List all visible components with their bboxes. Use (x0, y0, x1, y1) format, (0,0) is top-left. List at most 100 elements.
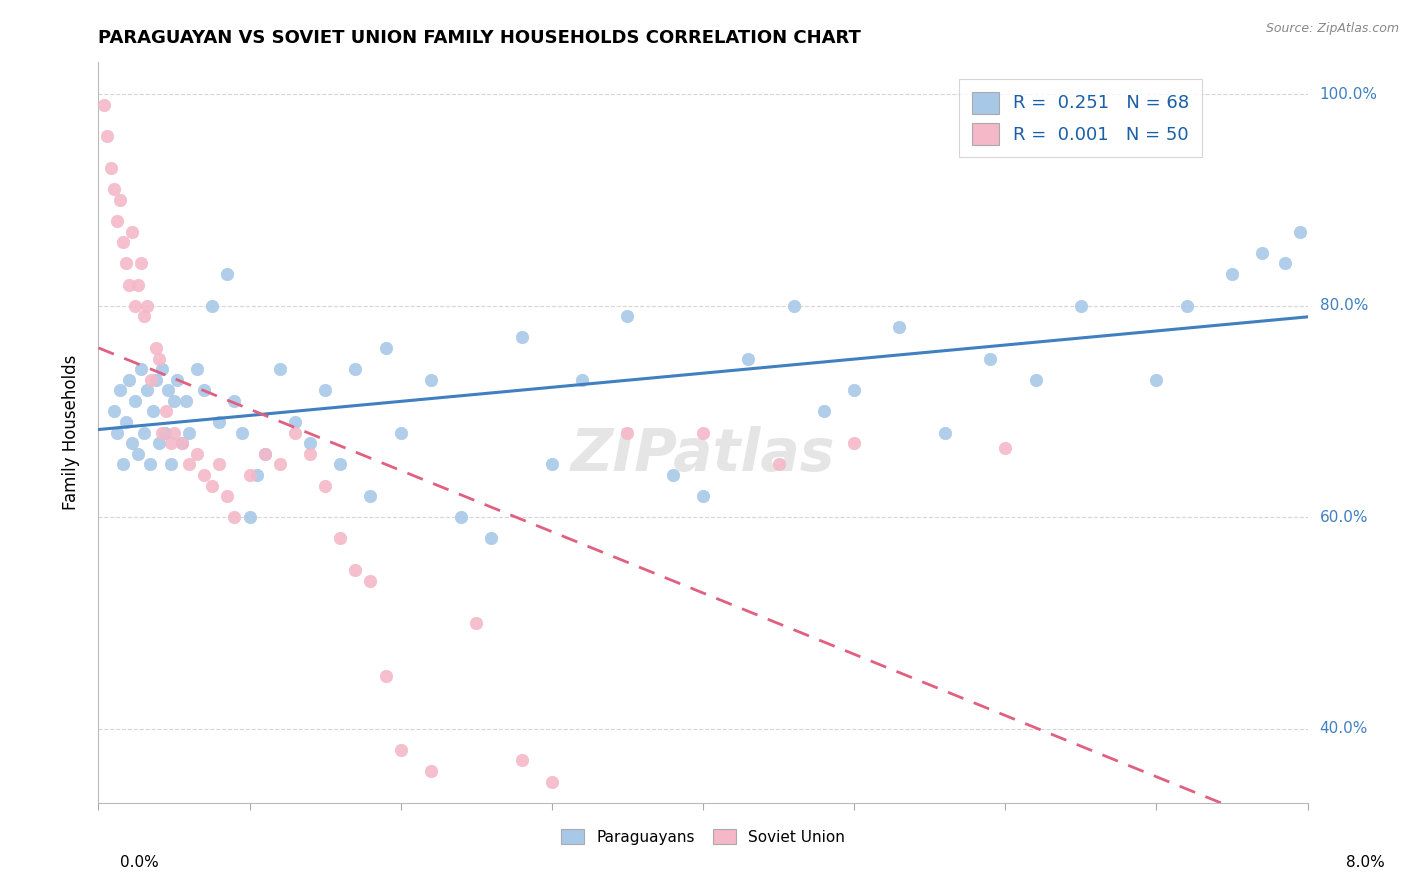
Point (179, 425, 201, 440)
Point (979, 351, 1001, 366)
Text: ZIPatlas: ZIPatlas (571, 426, 835, 483)
Point (201, 478, 224, 492)
Point (481, 532, 503, 546)
Point (179, 458, 201, 472)
Point (253, 447, 276, 461)
Point (314, 384, 336, 398)
Point (155, 404, 177, 418)
Point (127, 447, 149, 461)
Point (299, 447, 322, 461)
Point (208, 415, 231, 429)
Text: 40.0%: 40.0% (1320, 722, 1368, 736)
Point (616, 310, 638, 324)
Point (156, 384, 179, 398)
Point (145, 373, 167, 387)
Point (111, 458, 134, 472)
Point (299, 436, 322, 450)
Point (269, 458, 291, 472)
Point (692, 489, 714, 503)
Point (170, 436, 193, 450)
Point (571, 373, 593, 387)
Point (239, 467, 262, 482)
Point (284, 425, 307, 440)
Point (114, 256, 136, 270)
Point (465, 615, 488, 630)
Point (329, 532, 352, 546)
Point (540, 774, 562, 789)
Point (844, 384, 866, 398)
Point (142, 404, 165, 418)
Point (450, 510, 472, 524)
Point (782, 299, 804, 313)
Point (1251, 245, 1274, 260)
Point (201, 299, 224, 313)
Point (193, 384, 215, 398)
Point (145, 341, 167, 355)
Point (174, 393, 197, 408)
Text: 8.0%: 8.0% (1346, 855, 1385, 870)
Point (224, 393, 246, 408)
Text: 80.0%: 80.0% (1320, 298, 1368, 313)
Point (215, 489, 238, 503)
Point (124, 393, 146, 408)
Point (344, 563, 367, 577)
Point (253, 447, 276, 461)
Point (118, 373, 141, 387)
Point (103, 182, 125, 196)
Point (389, 743, 412, 757)
Point (389, 425, 412, 440)
Point (889, 319, 911, 334)
Text: 60.0%: 60.0% (1320, 509, 1368, 524)
Point (139, 458, 162, 472)
Y-axis label: Family Households: Family Households (62, 355, 80, 510)
Point (329, 458, 352, 472)
Point (1175, 299, 1198, 313)
Point (616, 425, 638, 440)
Point (231, 425, 253, 440)
Point (141, 373, 163, 387)
Point (692, 425, 714, 440)
Point (121, 436, 143, 450)
Point (934, 425, 956, 440)
Point (360, 574, 382, 588)
Text: Source: ZipAtlas.com: Source: ZipAtlas.com (1265, 22, 1399, 36)
Point (994, 442, 1017, 456)
Point (314, 478, 336, 492)
Text: PARAGUAYAN VS SOVIET UNION FAMILY HOUSEHOLDS CORRELATION CHART: PARAGUAYAN VS SOVIET UNION FAMILY HOUSEH… (98, 29, 862, 47)
Point (1024, 373, 1046, 387)
Point (135, 299, 157, 313)
Point (186, 362, 208, 376)
Point (121, 225, 143, 239)
Point (510, 754, 533, 768)
Point (148, 436, 170, 450)
Text: 100.0%: 100.0% (1320, 87, 1378, 102)
Point (269, 362, 291, 376)
Point (239, 510, 262, 524)
Point (160, 458, 183, 472)
Point (1274, 256, 1296, 270)
Point (374, 669, 396, 683)
Point (163, 425, 186, 440)
Point (163, 393, 186, 408)
Point (132, 310, 155, 324)
Point (1220, 267, 1243, 281)
Point (186, 447, 208, 461)
Point (93, 97, 115, 112)
Point (105, 214, 128, 228)
Text: 0.0%: 0.0% (120, 855, 159, 870)
Point (193, 467, 215, 482)
Point (124, 299, 146, 313)
Point (114, 415, 136, 429)
Point (132, 425, 155, 440)
Point (100, 161, 122, 176)
Point (344, 362, 367, 376)
Point (813, 404, 835, 418)
Legend: Paraguayans, Soviet Union: Paraguayans, Soviet Union (555, 822, 851, 851)
Point (170, 436, 193, 450)
Point (127, 277, 149, 292)
Point (768, 458, 790, 472)
Point (246, 467, 269, 482)
Point (129, 256, 152, 270)
Point (374, 341, 396, 355)
Point (661, 467, 683, 482)
